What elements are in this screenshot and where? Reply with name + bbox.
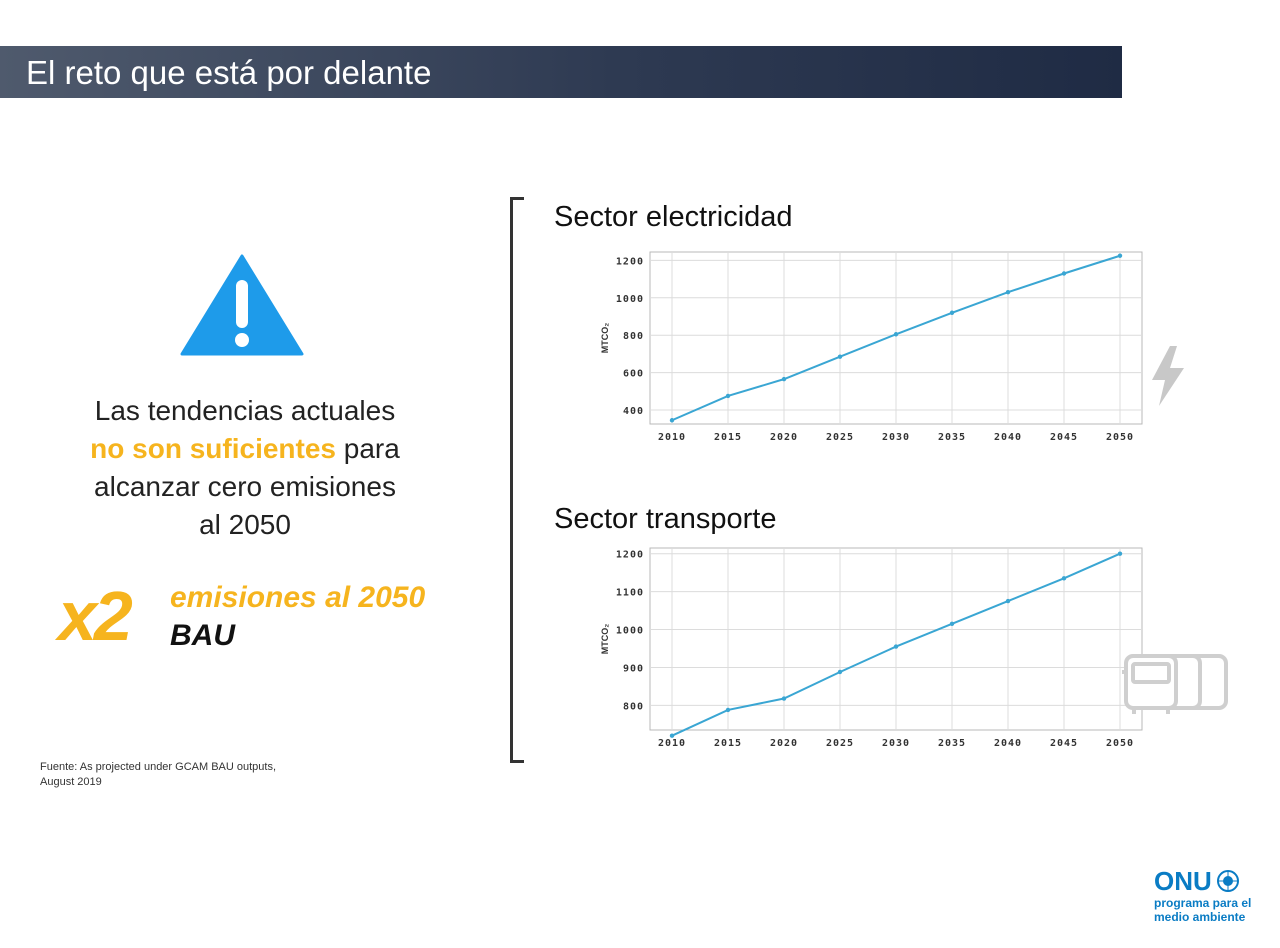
logo-sub-1: programa para el <box>1154 896 1252 910</box>
x-tick-label: 2015 <box>714 738 742 749</box>
multiplier-scenario: BAU <box>170 619 235 652</box>
data-point <box>781 696 787 701</box>
page-title: El reto que está por delante <box>26 54 432 91</box>
x-tick-label: 2050 <box>1106 432 1134 443</box>
data-point <box>725 707 731 713</box>
x-tick-label: 2025 <box>826 738 854 749</box>
x-tick-label: 2035 <box>938 432 966 443</box>
data-point <box>669 733 675 738</box>
data-point <box>1061 271 1067 276</box>
multiplier-value: x2 <box>58 577 133 655</box>
y-tick-label: 800 <box>623 701 644 712</box>
data-point <box>949 621 955 627</box>
data-point <box>669 418 675 423</box>
y-tick-label: 1000 <box>616 626 644 637</box>
x-tick-label: 2010 <box>658 738 686 749</box>
x-tick-label: 2045 <box>1050 432 1078 443</box>
data-point <box>893 332 899 337</box>
x-tick-label: 2040 <box>994 432 1022 443</box>
logo-name: ONU <box>1154 866 1212 896</box>
x-tick-label: 2025 <box>826 432 854 443</box>
multiplier-label: emisiones al 2050 <box>170 581 426 614</box>
source-line-2: August 2019 <box>40 776 102 788</box>
un-emblem-icon <box>1216 870 1239 892</box>
bus-icon <box>1122 654 1228 714</box>
chart-electricity: 2010 2015 2020 2025 2030 2035 2040 2045 2050 400 6… <box>600 251 1143 443</box>
y-tick-label: 1200 <box>616 550 644 561</box>
data-point <box>1005 289 1011 295</box>
data-point <box>837 354 843 359</box>
trend-line-3: alcanzar cero emisiones <box>94 471 396 502</box>
un-logo: ONU programa para el medio ambiente <box>1154 866 1264 924</box>
chart-transport: 2010 2015 2020 2025 2030 2035 2040 2045 2050 800 9… <box>600 547 1143 749</box>
y-axis-label: MTCO₂ <box>600 624 610 655</box>
warning-triangle-icon <box>180 254 304 356</box>
x-tick-label: 2040 <box>994 738 1022 749</box>
y-tick-label: 900 <box>623 663 644 674</box>
data-point <box>1061 576 1067 581</box>
x-tick-label: 2015 <box>714 432 742 443</box>
logo-sub-2: medio ambiente <box>1154 910 1246 924</box>
x-tick-label: 2030 <box>882 432 910 443</box>
trend-line-1: Las tendencias actuales <box>94 395 396 426</box>
x-tick-label: 2050 <box>1106 738 1134 749</box>
y-tick-label: 1100 <box>616 588 644 599</box>
trend-line-2: no son suficientes para <box>40 430 450 468</box>
y-tick-label: 400 <box>623 406 644 417</box>
y-tick-label: 800 <box>623 331 644 342</box>
data-point <box>893 644 899 649</box>
y-tick-label: 1000 <box>616 294 644 305</box>
data-point <box>781 376 787 382</box>
data-point <box>1117 253 1123 258</box>
x-tick-label: 2020 <box>770 738 798 749</box>
trend-highlight: no son suficientes <box>90 433 336 464</box>
x-tick-label: 2030 <box>882 738 910 749</box>
y-axis-label: MTCO₂ <box>600 323 610 354</box>
title-bar: El reto que está por delante <box>0 46 1122 98</box>
y-tick-label: 1200 <box>616 256 644 267</box>
trend-line-4: al 2050 <box>199 509 291 540</box>
x-tick-label: 2010 <box>658 432 686 443</box>
data-point <box>837 669 843 675</box>
data-point <box>1005 598 1011 604</box>
lightning-bolt-icon <box>1152 346 1184 406</box>
data-point <box>725 393 731 399</box>
x-tick-label: 2045 <box>1050 738 1078 749</box>
source-line-1: Fuente: As projected under GCAM BAU outp… <box>40 761 277 773</box>
charts-bracket <box>510 197 524 763</box>
chart-title-transport: Sector transporte <box>554 503 777 535</box>
x-tick-label: 2020 <box>770 432 798 443</box>
data-point <box>949 310 955 315</box>
data-point <box>1117 551 1123 556</box>
chart-title-electricity: Sector electricidad <box>554 201 793 233</box>
source-note: Fuente: As projected under GCAM BAU outp… <box>40 760 320 790</box>
logo-main: ONU <box>1154 866 1264 896</box>
y-tick-label: 600 <box>623 369 644 380</box>
x-tick-label: 2035 <box>938 738 966 749</box>
trend-after-highlight: para <box>336 433 400 464</box>
trend-statement: Las tendencias actuales no son suficient… <box>40 392 450 544</box>
